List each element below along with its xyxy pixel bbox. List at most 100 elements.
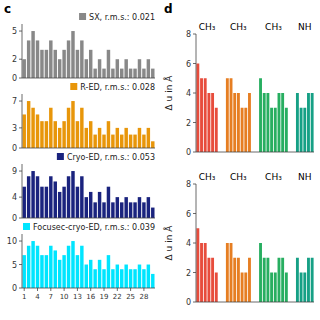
y-tick (19, 148, 22, 149)
bar (274, 108, 277, 152)
bar (85, 265, 88, 288)
bar (67, 176, 70, 218)
x-axis (22, 78, 155, 79)
bar (40, 255, 43, 288)
x-axis (22, 288, 155, 289)
bar (107, 50, 110, 78)
bar (80, 246, 83, 288)
bar (71, 241, 74, 288)
bar (300, 273, 303, 303)
x-tick-label: 28 (139, 293, 148, 301)
bar (124, 265, 127, 288)
bar (89, 121, 92, 148)
bar (80, 176, 83, 218)
bar (102, 135, 105, 148)
bars (22, 101, 154, 148)
bar (207, 93, 210, 152)
bar (226, 78, 229, 152)
y-tick (193, 184, 196, 185)
bar (129, 135, 132, 148)
bar (98, 128, 101, 148)
bar (263, 258, 266, 302)
bar (142, 69, 145, 78)
bar (22, 187, 25, 218)
bar (22, 59, 25, 78)
bar (147, 59, 150, 78)
bar (40, 187, 43, 218)
group-label: NH (298, 172, 312, 182)
bar (244, 273, 247, 303)
x-tick (90, 288, 91, 291)
bars (22, 171, 154, 218)
y-tick (193, 34, 196, 35)
legend-label: Cryo-ED, r.m.s.: 0.053 (67, 153, 155, 162)
bar (116, 197, 119, 218)
bar (226, 243, 229, 302)
bar (248, 258, 251, 302)
bar (36, 114, 39, 148)
bar (230, 243, 233, 302)
group-label: CH₃ (199, 172, 216, 182)
legend-label: R-ED, r.m.s.: 0.028 (80, 83, 155, 92)
bar (211, 93, 214, 152)
bar (124, 197, 127, 218)
x-axis (22, 148, 155, 149)
bar (274, 273, 277, 303)
bar (85, 128, 88, 148)
y-tick (193, 213, 196, 214)
bar (138, 265, 141, 288)
bar (211, 258, 214, 302)
bar (98, 192, 101, 218)
y-tick-label: 6 (186, 60, 191, 69)
bar (237, 93, 240, 152)
bar (93, 69, 96, 78)
bar (116, 59, 119, 78)
y-axis (22, 94, 23, 148)
bar (85, 59, 88, 78)
bars (196, 64, 313, 153)
bar (40, 50, 43, 78)
y-tick-label: 9 (12, 167, 17, 176)
bar (107, 187, 110, 218)
y-tick (19, 197, 22, 198)
bars (196, 228, 313, 302)
bar (142, 135, 145, 148)
y-tick-label: 6 (186, 210, 191, 219)
bar (278, 258, 281, 302)
legend-swatch (70, 83, 77, 90)
bar (237, 258, 240, 302)
y-tick-label: 3 (12, 124, 17, 133)
bar (296, 258, 299, 302)
bar (147, 197, 150, 218)
bar (196, 228, 199, 302)
bar (76, 255, 79, 288)
bar (67, 40, 70, 78)
bar (133, 69, 136, 78)
bar (45, 121, 48, 148)
bar (93, 269, 96, 288)
group-label: NH (298, 22, 312, 32)
bar (62, 50, 65, 78)
bar (80, 40, 83, 78)
bar (111, 202, 114, 218)
y-tick-label: 4 (186, 239, 191, 248)
y-tick-label: 8 (186, 30, 191, 39)
bar (45, 255, 48, 288)
x-axis (196, 152, 314, 153)
bar (49, 108, 52, 148)
bar (244, 108, 247, 152)
bar (266, 258, 269, 302)
bar (133, 202, 136, 218)
bar (303, 108, 306, 152)
y-tick-label: 0 (186, 298, 191, 307)
bar (116, 265, 119, 288)
bar (71, 101, 74, 148)
y-tick (193, 272, 196, 273)
chart: 025SX, r.m.s.: 0.021c (4, 2, 155, 83)
y-tick-label: 2 (186, 119, 191, 128)
x-tick-label: 1 (22, 293, 26, 301)
y-tick (19, 288, 22, 289)
bar (85, 197, 88, 218)
bar (111, 135, 114, 148)
y-tick (19, 264, 22, 265)
